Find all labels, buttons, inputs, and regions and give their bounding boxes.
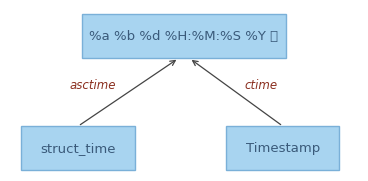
Text: asctime: asctime: [70, 79, 116, 92]
Text: Timestamp: Timestamp: [246, 142, 320, 155]
FancyBboxPatch shape: [82, 14, 286, 58]
FancyBboxPatch shape: [226, 126, 339, 171]
Text: %a %b %d %H:%M:%S %Y 串: %a %b %d %H:%M:%S %Y 串: [89, 30, 279, 43]
Text: struct_time: struct_time: [40, 142, 116, 155]
Text: ctime: ctime: [244, 79, 277, 92]
FancyBboxPatch shape: [21, 126, 135, 171]
